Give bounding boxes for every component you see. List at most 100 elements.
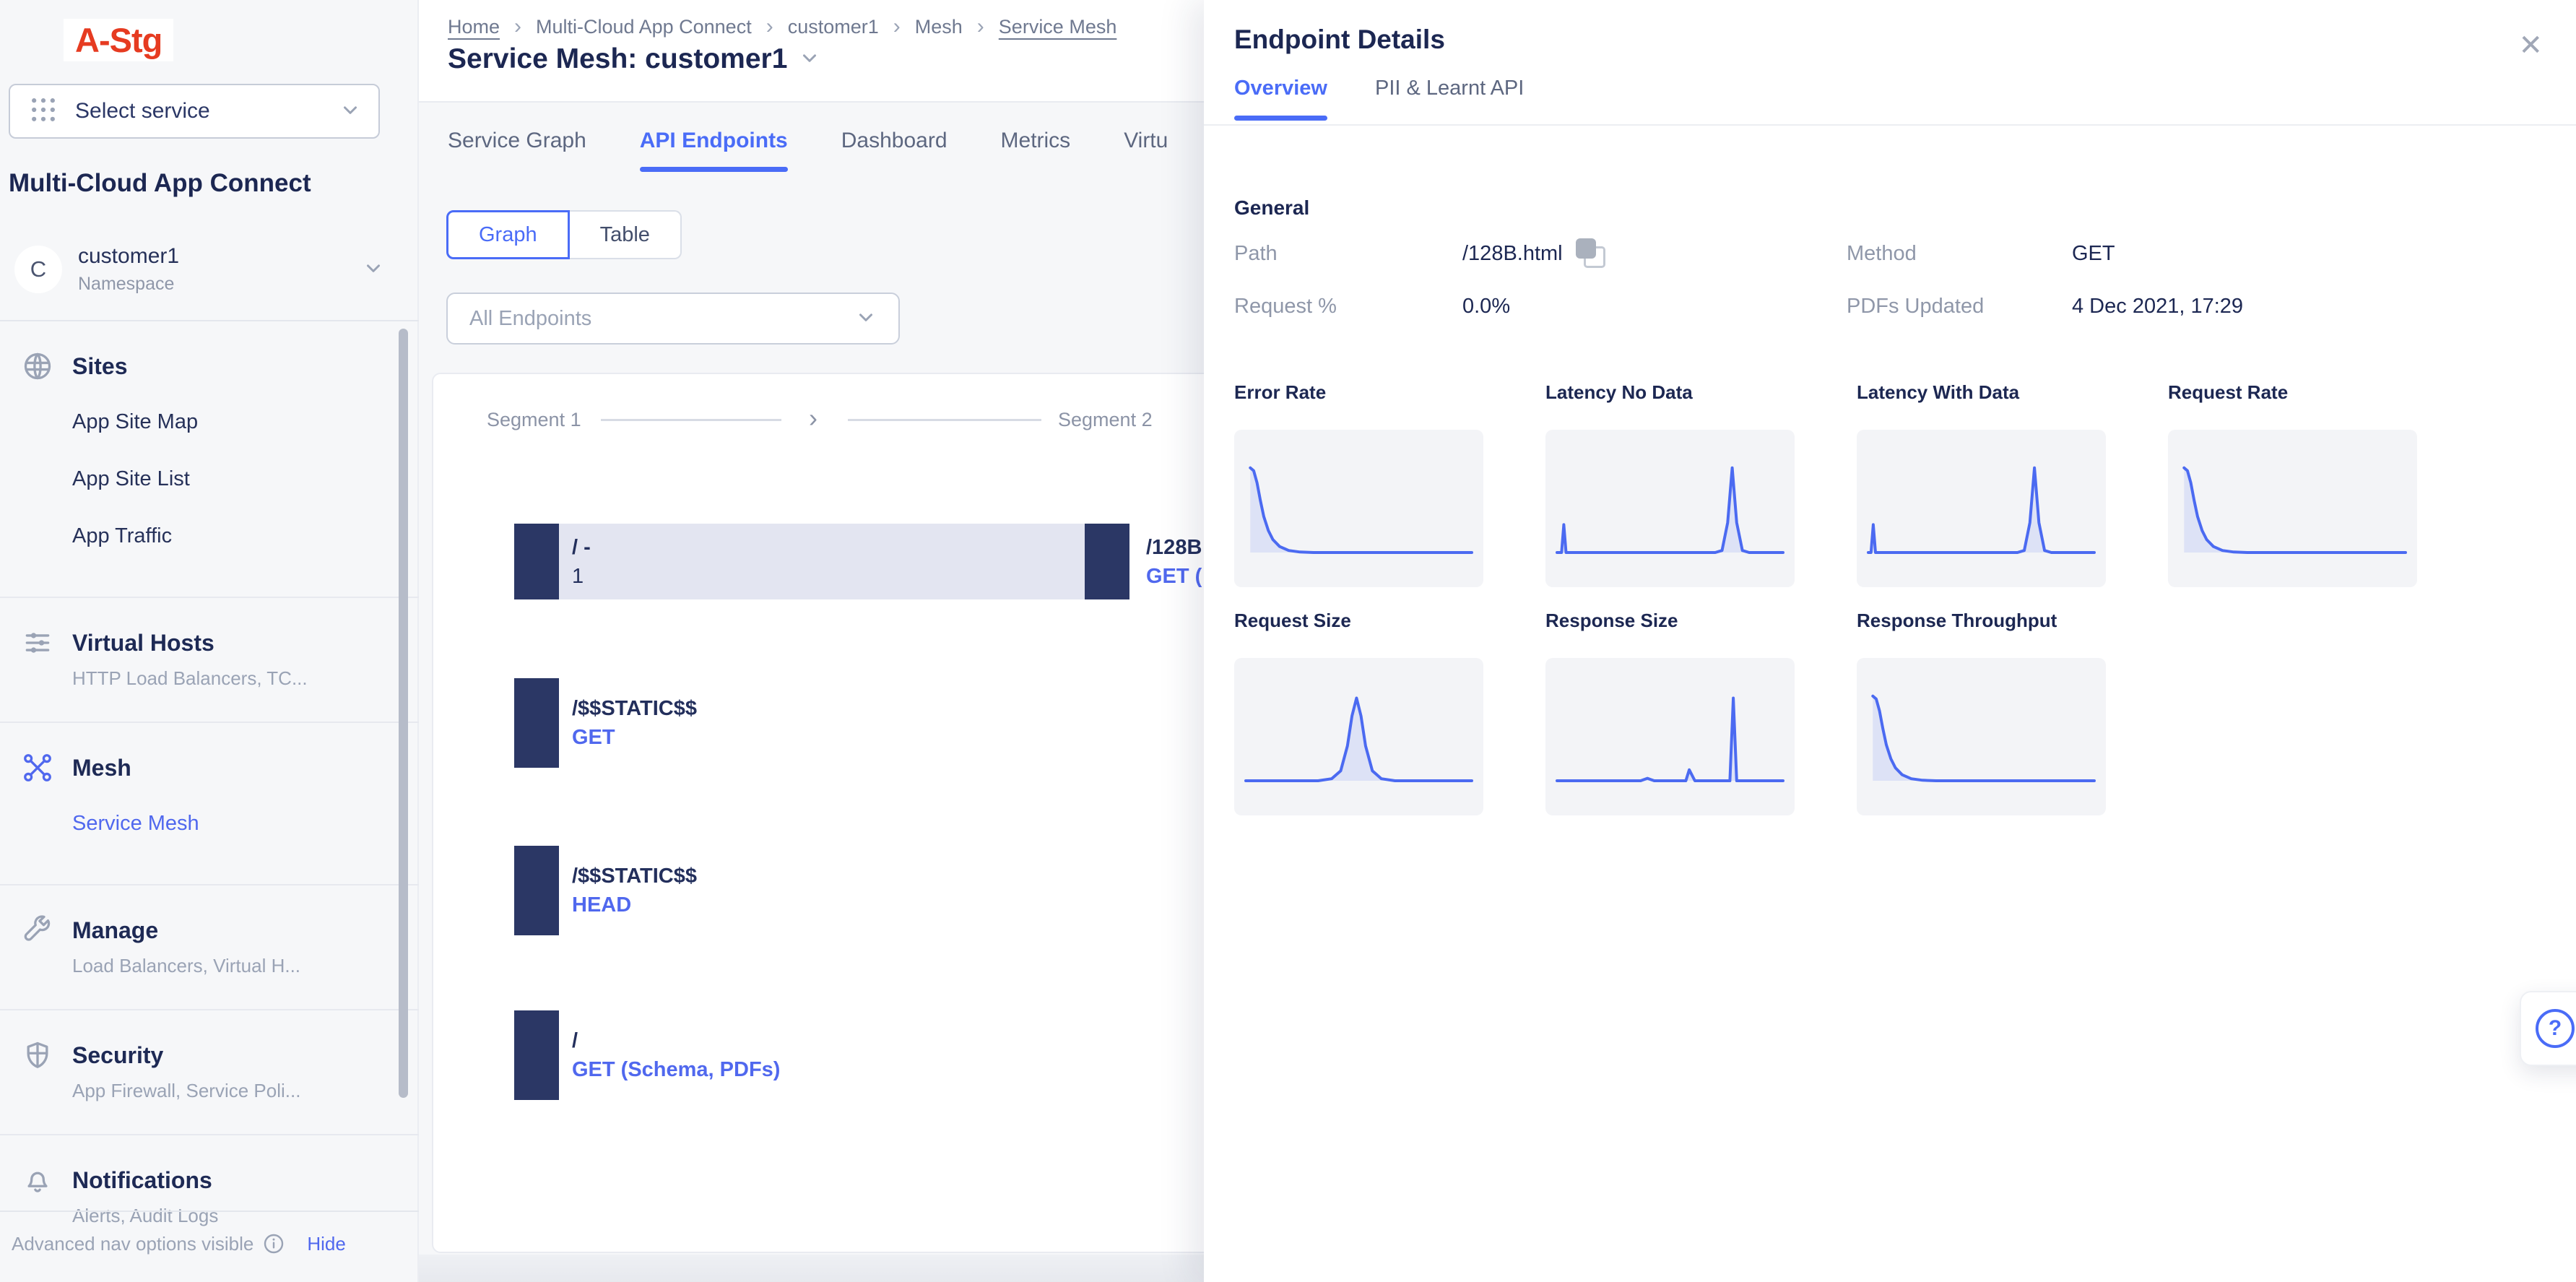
node-method: HEAD: [572, 893, 632, 917]
breadcrumb-item[interactable]: Multi-Cloud App Connect: [536, 15, 752, 38]
endpoint-node-block[interactable]: [514, 1010, 559, 1100]
chart-title: Request Rate: [2168, 381, 2289, 403]
chart-title: Error Rate: [1234, 381, 1327, 403]
copy-icon[interactable]: [1575, 238, 1606, 269]
path-value: /128B.html: [1462, 238, 1847, 269]
graph-toggle-button[interactable]: Graph: [446, 210, 570, 259]
breadcrumb-item[interactable]: customer1: [787, 15, 879, 38]
node-side-label[interactable]: /128B GET (: [1146, 524, 1202, 599]
page-header: Home › Multi-Cloud App Connect › customer1 › M…: [419, 0, 1204, 103]
sidebar-item-label: Security: [72, 1041, 164, 1068]
sidebar-subitem-service-mesh[interactable]: Service Mesh: [72, 812, 199, 835]
endpoint-node-bar[interactable]: / - 1: [514, 524, 1129, 599]
method-label: Method: [1847, 241, 1917, 265]
sidebar-item-manage[interactable]: Manage: [22, 914, 397, 946]
sparkline-chart: [1234, 658, 1483, 815]
segment-2-label: Segment 2: [1058, 409, 1153, 430]
node-method: GET: [572, 726, 615, 749]
breadcrumb-item[interactable]: Mesh: [914, 15, 963, 38]
breadcrumb-separator-icon: ›: [893, 14, 901, 38]
sidebar-item-virtual-hosts[interactable]: Virtual Hosts: [22, 627, 397, 659]
node-label[interactable]: /$$STATIC$$ GET: [572, 678, 697, 768]
node-path: /$$STATIC$$: [572, 865, 697, 888]
sidebar-scrollbar[interactable]: [399, 329, 408, 1098]
chevron-down-icon[interactable]: [799, 47, 820, 72]
request-pct-value: 0.0%: [1462, 295, 1511, 318]
table-toggle-button[interactable]: Table: [569, 210, 682, 259]
breadcrumb-item[interactable]: Home: [448, 15, 500, 38]
chart-latency-no-data: Latency No Data: [1545, 381, 1795, 587]
tab-dashboard[interactable]: Dashboard: [841, 129, 947, 152]
breadcrumb-separator-icon: ›: [766, 14, 773, 38]
nav-section-mesh: Mesh Service Mesh: [0, 723, 419, 885]
shield-icon: [22, 1039, 53, 1071]
select-service-dropdown[interactable]: Select service: [9, 84, 380, 139]
chart-title: Response Throughput: [1857, 610, 2057, 631]
hide-link[interactable]: Hide: [307, 1232, 346, 1255]
breadcrumb: Home › Multi-Cloud App Connect › customer1 › M…: [448, 14, 1116, 39]
tab-api-endpoints[interactable]: API Endpoints: [639, 129, 788, 172]
endpoint-filter-select[interactable]: All Endpoints: [446, 293, 900, 345]
namespace-switcher[interactable]: C customer1 Namespace: [14, 244, 396, 295]
sidebar-item-label: Virtual Hosts: [72, 629, 214, 656]
close-icon[interactable]: ✕: [2518, 30, 2543, 61]
sparkline-chart: [1545, 430, 1795, 587]
sidebar-children: App Site Map App Site List App Traffic: [72, 394, 397, 565]
grid-icon: [27, 94, 59, 129]
sidebar-subitem-app-site-list[interactable]: App Site List: [72, 467, 190, 490]
node-path: /128B: [1146, 535, 1202, 559]
main-tabs: Service Graph API Endpoints Dashboard Metri…: [448, 129, 1168, 172]
globe-icon: [22, 350, 53, 382]
sidebar-item-notifications[interactable]: Notifications: [22, 1164, 397, 1196]
tab-metrics[interactable]: Metrics: [1000, 129, 1071, 152]
brand-logo: A-Stg: [64, 19, 174, 61]
sidebar-item-subtitle: App Firewall, Service Poli...: [72, 1080, 301, 1101]
panel-tabs: Overview PII & Learnt API: [1234, 77, 1524, 121]
chart-title: Response Size: [1545, 610, 1678, 631]
help-button[interactable]: ?: [2520, 991, 2576, 1066]
api-endpoints-graph-card: Segment 1 › Segment 2 / - 1/128B GET ( /$$S…: [432, 373, 1229, 1253]
endpoint-node-block[interactable]: [514, 846, 559, 935]
panel-tab-pii-learnt-api[interactable]: PII & Learnt API: [1374, 77, 1525, 100]
sparkline-chart: [1857, 658, 2106, 815]
sidebar-item-subtitle: HTTP Load Balancers, TC...: [72, 667, 308, 689]
advanced-nav-text: Advanced nav options visible: [12, 1232, 254, 1255]
tab-service-graph[interactable]: Service Graph: [448, 129, 586, 152]
general-grid: Path /128B.html Method GET Request % 0.0…: [1234, 238, 2243, 319]
sidebar-subitem-app-site-map[interactable]: App Site Map: [72, 410, 199, 433]
wrench-icon: [22, 914, 53, 946]
sidebar-divider: [0, 320, 419, 321]
sidebar-item-security[interactable]: Security: [22, 1039, 397, 1071]
nav-section-sites: Sites App Site Map App Site List App Traffi…: [0, 321, 419, 598]
general-heading: General: [1234, 196, 1310, 219]
page-title: Service Mesh: customer1: [448, 43, 788, 74]
node-label[interactable]: /$$STATIC$$ HEAD: [572, 846, 697, 935]
question-icon: ?: [2536, 1009, 2575, 1048]
panel-title: Endpoint Details: [1234, 25, 1445, 54]
node-method: GET (: [1146, 564, 1202, 588]
path-label: Path: [1234, 241, 1278, 265]
node-path: /: [572, 1029, 578, 1052]
segment-chevron-icon: ›: [809, 403, 818, 433]
node-path: /$$STATIC$$: [572, 697, 697, 720]
sidebar-item-label: Mesh: [72, 754, 131, 781]
request-pct-label: Request %: [1234, 295, 1337, 318]
tab-virtu[interactable]: Virtu: [1124, 129, 1168, 152]
breadcrumb-item[interactable]: Service Mesh: [998, 15, 1117, 38]
graph-table-toggle: Graph Table: [446, 210, 682, 259]
load-balancer-icon: [22, 627, 53, 659]
sidebar-item-sites[interactable]: Sites: [22, 350, 397, 382]
endpoint-node-block[interactable]: [514, 678, 559, 768]
chart-request-rate: Request Rate: [2168, 381, 2417, 587]
sidebar: A-Stg Select service Multi-Cloud App Con…: [0, 0, 419, 1282]
chart-response-throughput: Response Throughput: [1857, 610, 2106, 815]
product-title: Multi-Cloud App Connect: [9, 169, 311, 197]
endpoint-node-row: / GET (Schema, PDFs): [514, 1010, 780, 1100]
sidebar-subitem-app-traffic[interactable]: App Traffic: [72, 524, 173, 547]
node-label[interactable]: / GET (Schema, PDFs): [572, 1010, 780, 1100]
segment-1-label: Segment 1: [487, 409, 581, 430]
panel-tab-overview[interactable]: Overview: [1234, 77, 1327, 121]
nav-section-notifications: Notifications Alerts, Audit Logs: [0, 1135, 419, 1259]
sidebar-item-mesh[interactable]: Mesh: [22, 752, 397, 784]
pdfs-updated-value: 4 Dec 2021, 17:29: [2072, 295, 2244, 318]
